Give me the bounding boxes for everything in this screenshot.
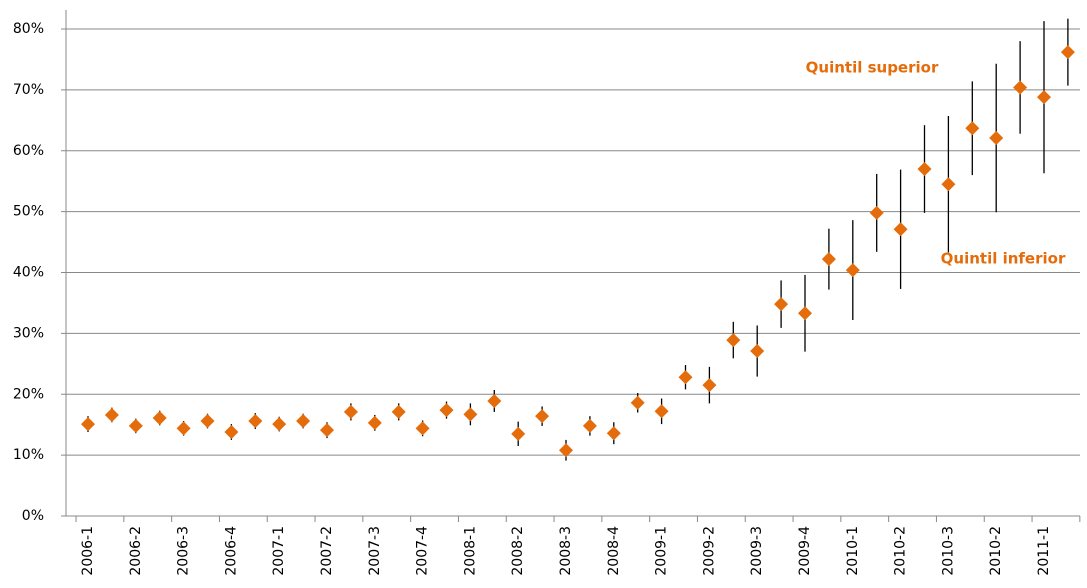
marker [989, 130, 1004, 145]
y-tick-label: 0% [22, 508, 44, 524]
marker [845, 263, 860, 278]
x-tick-label: 2010-2 [988, 526, 1004, 576]
x-tick-label: 2006-1 [80, 526, 96, 576]
marker [893, 222, 908, 237]
marker [1037, 90, 1051, 105]
x-tick-label: 2009-1 [654, 526, 670, 576]
x-tick-label: 2010-2 [893, 526, 909, 576]
marker [272, 417, 287, 432]
marker [176, 421, 191, 436]
marker [654, 404, 669, 419]
marker [941, 177, 956, 192]
marker [630, 395, 645, 410]
x-tick-label: 2007-3 [367, 526, 383, 576]
marker [702, 378, 717, 393]
marker [104, 407, 119, 422]
x-tick-label: 2007-2 [319, 526, 335, 576]
x-tick-label: 2006-4 [223, 526, 239, 576]
marker [511, 426, 526, 441]
annotation: Quintil inferior [941, 250, 1066, 268]
marker [487, 393, 502, 408]
marker [917, 162, 932, 177]
x-tick-label: 2006-2 [128, 526, 144, 576]
y-tick-label: 50% [13, 204, 44, 220]
x-tick-label: 2009-4 [797, 526, 813, 576]
marker [200, 414, 215, 429]
x-tick-label: 2009-2 [701, 526, 717, 576]
marker [320, 423, 334, 438]
marker [821, 252, 836, 267]
marker [869, 205, 884, 220]
marker [1013, 80, 1028, 95]
marker [774, 297, 789, 312]
marker [391, 404, 406, 419]
marker [248, 414, 263, 429]
marker [152, 410, 167, 425]
x-tick-label: 2008-1 [462, 526, 478, 576]
marker [798, 306, 812, 321]
y-tick-label: 20% [13, 386, 44, 402]
marker [367, 415, 382, 430]
marker [439, 403, 454, 418]
x-tick-label: 2011-1 [1036, 526, 1052, 576]
y-tick-label: 10% [13, 447, 44, 463]
marker [726, 333, 741, 348]
marker [296, 414, 311, 429]
marker [965, 121, 980, 136]
y-tick-label: 40% [13, 265, 44, 281]
x-tick-label: 2009-3 [749, 526, 765, 576]
y-tick-label: 80% [13, 21, 44, 37]
x-tick-label: 2008-3 [558, 526, 574, 576]
marker [81, 417, 95, 432]
marker [606, 426, 621, 441]
x-tick-label: 2010-1 [845, 526, 861, 576]
marker [1060, 45, 1075, 60]
y-tick-label: 60% [13, 143, 44, 159]
x-tick-label: 2008-2 [510, 526, 526, 576]
x-tick-label: 2006-3 [176, 526, 192, 576]
x-tick-label: 2010-3 [940, 526, 956, 576]
x-tick-label: 2008-4 [606, 526, 622, 576]
marker [415, 421, 430, 436]
marker [128, 418, 143, 433]
marker [463, 407, 478, 422]
marker [750, 344, 765, 359]
annotation: Quintil superior [806, 59, 939, 77]
marker [535, 409, 550, 424]
marker [559, 443, 573, 458]
marker [343, 404, 358, 419]
x-tick-label: 2007-4 [415, 526, 431, 576]
marker [678, 370, 693, 385]
marker [582, 418, 597, 433]
y-tick-label: 70% [13, 82, 44, 98]
y-tick-label: 30% [13, 325, 44, 341]
marker [224, 424, 239, 439]
x-tick-label: 2007-1 [271, 526, 287, 576]
